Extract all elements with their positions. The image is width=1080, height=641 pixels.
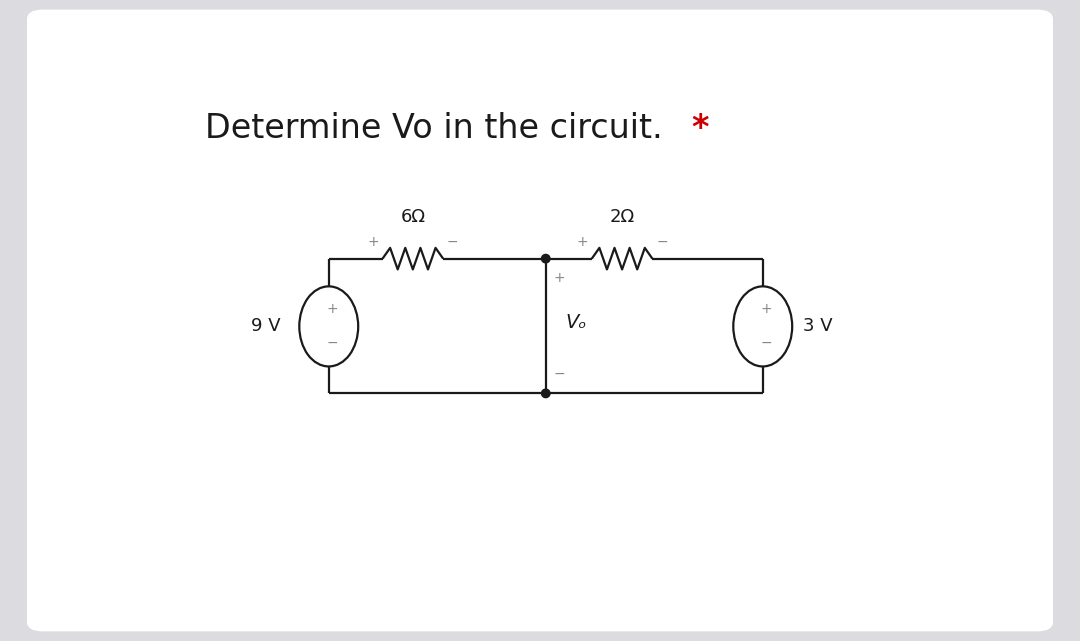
Text: 2Ω: 2Ω (609, 208, 635, 226)
Text: 9 V: 9 V (251, 317, 281, 335)
Ellipse shape (299, 287, 359, 367)
Text: +: + (554, 271, 566, 285)
Text: +: + (326, 303, 338, 317)
Text: +: + (367, 235, 379, 249)
Text: −: − (554, 367, 566, 381)
Text: −: − (447, 235, 459, 249)
Text: −: − (657, 235, 667, 249)
Text: Vₒ: Vₒ (565, 313, 586, 331)
Text: −: − (760, 337, 772, 351)
Text: 3 V: 3 V (804, 317, 833, 335)
Text: +: + (577, 235, 588, 249)
Circle shape (541, 389, 550, 397)
Text: *: * (691, 112, 708, 146)
Text: Determine Vo in the circuit.: Determine Vo in the circuit. (205, 112, 662, 146)
Ellipse shape (733, 287, 793, 367)
Text: +: + (760, 303, 772, 317)
Text: −: − (326, 337, 338, 351)
Text: 6Ω: 6Ω (401, 208, 426, 226)
Circle shape (541, 254, 550, 263)
